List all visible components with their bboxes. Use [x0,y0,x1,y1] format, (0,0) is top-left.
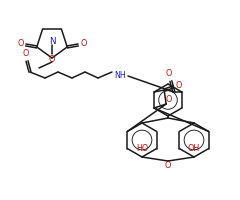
Text: O: O [80,39,86,48]
Text: N: N [49,38,55,46]
Text: O: O [49,54,55,64]
Text: OH: OH [187,144,199,153]
Text: O: O [166,95,172,104]
Text: O: O [166,70,172,78]
Text: O: O [18,39,24,48]
Text: O: O [23,49,29,58]
Text: NH: NH [114,72,126,80]
Text: O: O [176,82,182,90]
Text: O: O [165,162,171,170]
Text: HO: HO [137,144,149,153]
